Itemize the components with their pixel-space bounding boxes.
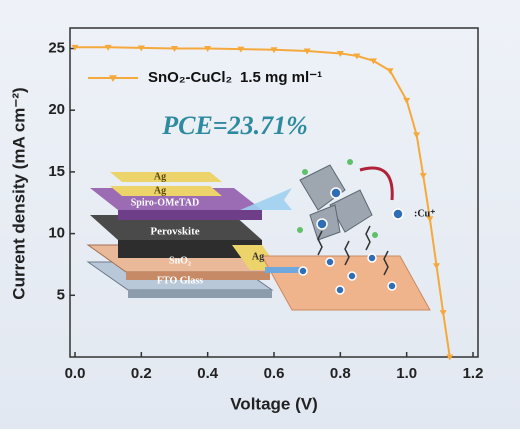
legend-note: 1.5 mg ml⁻¹ [240,69,322,86]
marker [303,48,311,55]
x-tick-label: 0.0 [65,365,86,382]
marker [237,46,245,53]
y-tick-label: 10 [48,225,65,242]
marker [336,50,344,57]
x-tick-label: 1.0 [396,365,417,382]
inset-label: FTO Glass [157,275,203,286]
x-tick-label: 0.2 [131,365,152,382]
inset-label: SnO₂ [169,255,191,266]
inset-label: Spiro-OMeTAD [131,197,200,208]
y-tick-label: 15 [48,163,65,180]
inset-label: Ag [154,171,166,182]
marker [446,354,454,361]
inset-label: Perovskite [150,226,199,238]
marker [403,97,411,104]
marker [104,44,112,51]
marker [413,132,421,139]
marker [439,310,447,317]
marker [433,263,441,270]
marker [353,53,361,60]
pce-annotation: PCE=23.71% [161,111,308,140]
x-tick-label: 0.8 [330,365,351,382]
inset-label: Ag [252,251,264,262]
x-tick-label: 1.2 [463,365,484,382]
marker [270,47,278,54]
marker [204,46,212,53]
legend-label: SnO₂-CuCl₂ [148,69,232,86]
device-inset [86,159,431,311]
y-axis-label: Current density (mA cm⁻²) [9,87,28,299]
marker [386,68,394,75]
marker [426,216,434,223]
inset-label: Ag [154,185,166,196]
inset-label: :Cu⁺ [414,208,435,219]
legend-marker [109,75,117,82]
y-tick-label: 20 [48,101,65,118]
marker [71,44,79,51]
x-tick-label: 0.4 [197,365,219,382]
marker [370,58,377,65]
marker [137,45,145,52]
marker [419,173,427,180]
marker [171,46,178,53]
x-axis-label: Voltage (V) [230,394,318,413]
y-tick-label: 5 [57,286,65,303]
y-tick-label: 25 [48,39,65,56]
x-tick-label: 0.6 [264,365,285,382]
